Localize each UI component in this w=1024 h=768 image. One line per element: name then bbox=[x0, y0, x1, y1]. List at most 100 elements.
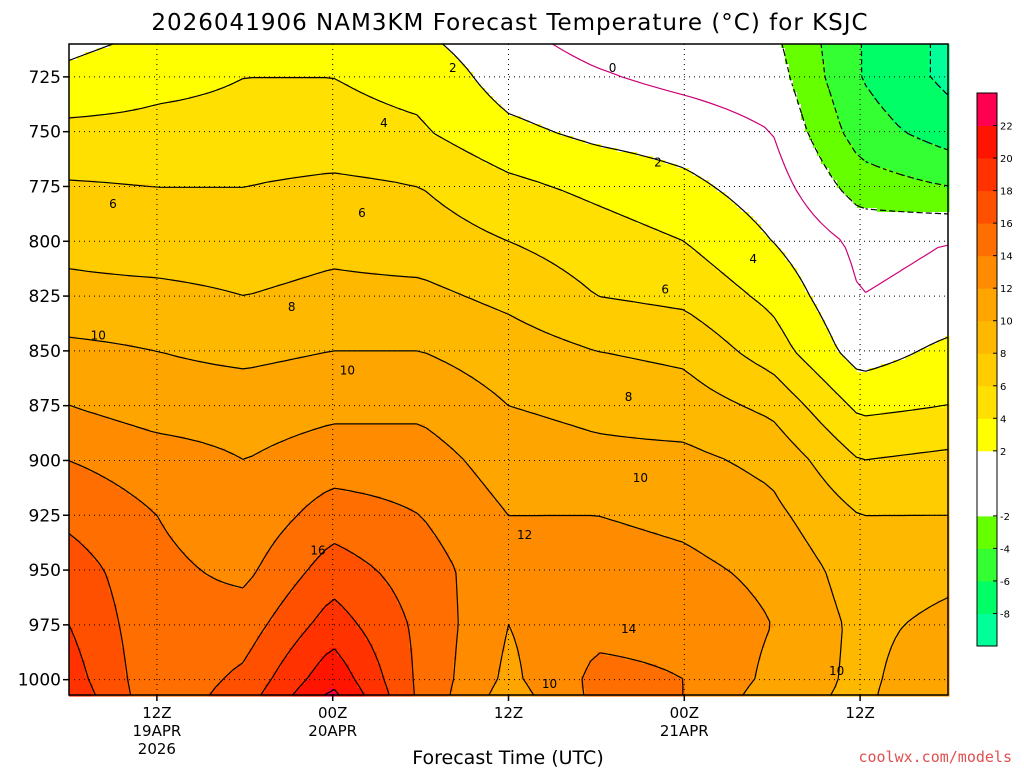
temperature-cell bbox=[925, 100, 930, 105]
temperature-cell bbox=[557, 92, 562, 97]
temperature-cell bbox=[737, 44, 742, 49]
temperature-cell bbox=[649, 48, 654, 53]
temperature-cell bbox=[529, 88, 534, 93]
temperature-cell bbox=[489, 56, 494, 61]
temperature-cell bbox=[533, 84, 538, 89]
temperature-cell bbox=[925, 128, 930, 133]
temperature-cell bbox=[853, 60, 858, 65]
temperature-cell bbox=[197, 60, 202, 65]
temperature-cell bbox=[277, 124, 282, 129]
temperature-cell bbox=[117, 68, 122, 73]
temperature-cell bbox=[941, 48, 946, 53]
temperature-cell bbox=[369, 56, 374, 61]
temperature-cell bbox=[97, 76, 102, 81]
temperature-cell bbox=[137, 48, 142, 53]
temperature-cell bbox=[569, 116, 574, 121]
temperature-cell bbox=[449, 112, 454, 117]
temperature-cell bbox=[369, 92, 374, 97]
temperature-cell bbox=[625, 56, 630, 61]
temperature-cell bbox=[293, 44, 298, 49]
temperature-cell bbox=[861, 64, 866, 69]
temperature-cell bbox=[821, 92, 826, 97]
temperature-cell bbox=[277, 92, 282, 97]
temperature-cell bbox=[529, 48, 534, 53]
temperature-cell bbox=[81, 108, 86, 113]
temperature-cell bbox=[153, 124, 158, 129]
temperature-cell bbox=[629, 72, 634, 77]
temperature-cell bbox=[337, 84, 342, 89]
temperature-cell bbox=[473, 104, 478, 109]
temperature-cell bbox=[365, 112, 370, 117]
temperature-cell bbox=[441, 132, 446, 137]
temperature-cell bbox=[833, 120, 838, 125]
temperature-cell bbox=[837, 108, 842, 113]
temperature-cell bbox=[589, 120, 594, 125]
temperature-cell bbox=[809, 56, 814, 61]
temperature-cell bbox=[937, 124, 942, 129]
temperature-cell bbox=[401, 96, 406, 101]
temperature-cell bbox=[437, 52, 442, 57]
temperature-cell bbox=[581, 116, 586, 121]
temperature-cell bbox=[721, 52, 726, 57]
temperature-cell bbox=[85, 84, 90, 89]
temperature-cell bbox=[377, 132, 382, 137]
temperature-cell bbox=[813, 68, 818, 73]
temperature-cell bbox=[389, 88, 394, 93]
temperature-cell bbox=[905, 60, 910, 65]
temperature-cell bbox=[545, 96, 550, 101]
temperature-cell bbox=[853, 116, 858, 121]
temperature-cell bbox=[865, 100, 870, 105]
temperature-cell bbox=[673, 108, 678, 113]
temperature-cell bbox=[249, 120, 254, 125]
temperature-cell bbox=[337, 88, 342, 93]
temperature-cell bbox=[593, 116, 598, 121]
temperature-cell bbox=[701, 112, 706, 117]
temperature-cell bbox=[381, 68, 386, 73]
temperature-cell bbox=[725, 52, 730, 57]
temperature-cell bbox=[865, 72, 870, 77]
temperature-cell bbox=[513, 100, 518, 105]
temperature-cell bbox=[881, 64, 886, 69]
temperature-cell bbox=[449, 96, 454, 101]
temperature-cell bbox=[125, 80, 130, 85]
temperature-cell bbox=[853, 48, 858, 53]
temperature-cell bbox=[753, 128, 758, 133]
temperature-cell bbox=[353, 100, 358, 105]
temperature-cell bbox=[805, 120, 810, 125]
temperature-cell bbox=[693, 132, 698, 137]
temperature-cell bbox=[749, 44, 754, 49]
temperature-cell bbox=[621, 64, 626, 69]
temperature-cell bbox=[457, 84, 462, 89]
temperature-cell bbox=[293, 116, 298, 121]
temperature-cell bbox=[253, 72, 258, 77]
temperature-cell bbox=[889, 84, 894, 89]
temperature-cell bbox=[621, 56, 626, 61]
temperature-cell bbox=[225, 128, 230, 133]
temperature-cell bbox=[225, 124, 230, 129]
temperature-cell bbox=[537, 64, 542, 69]
temperature-cell bbox=[357, 120, 362, 125]
temperature-cell bbox=[757, 112, 762, 117]
temperature-cell bbox=[449, 100, 454, 105]
temperature-cell bbox=[257, 104, 262, 109]
temperature-cell bbox=[657, 120, 662, 125]
temperature-cell bbox=[177, 56, 182, 61]
temperature-cell bbox=[577, 68, 582, 73]
temperature-cell bbox=[857, 52, 862, 57]
temperature-cell bbox=[921, 92, 926, 97]
temperature-cell bbox=[269, 128, 274, 133]
temperature-cell bbox=[709, 60, 714, 65]
temperature-cell bbox=[301, 92, 306, 97]
temperature-cell bbox=[653, 100, 658, 105]
temperature-cell bbox=[405, 120, 410, 125]
temperature-cell bbox=[265, 68, 270, 73]
temperature-cell bbox=[933, 68, 938, 73]
temperature-cell bbox=[585, 48, 590, 53]
temperature-cell bbox=[369, 44, 374, 49]
temperature-cell bbox=[765, 64, 770, 69]
temperature-cell bbox=[841, 84, 846, 89]
temperature-cell bbox=[201, 52, 206, 57]
temperature-cell bbox=[377, 112, 382, 117]
temperature-cell bbox=[413, 72, 418, 77]
temperature-cell bbox=[633, 124, 638, 129]
